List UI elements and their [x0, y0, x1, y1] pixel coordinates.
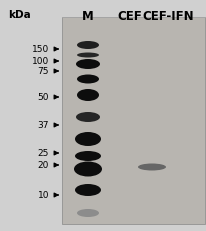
Text: 75: 75 — [37, 67, 49, 76]
Text: 25: 25 — [37, 149, 49, 158]
Ellipse shape — [74, 162, 102, 177]
Ellipse shape — [77, 75, 98, 84]
Text: 37: 37 — [37, 121, 49, 130]
Ellipse shape — [75, 184, 101, 196]
Ellipse shape — [77, 42, 98, 50]
Ellipse shape — [77, 90, 98, 102]
Text: 20: 20 — [37, 161, 49, 170]
Ellipse shape — [76, 112, 99, 122]
Text: 10: 10 — [37, 191, 49, 200]
Ellipse shape — [76, 60, 99, 70]
Text: 100: 100 — [32, 57, 49, 66]
Text: 50: 50 — [37, 93, 49, 102]
Ellipse shape — [75, 132, 101, 146]
Text: M: M — [82, 10, 94, 23]
Bar — [62, 18, 204, 224]
Ellipse shape — [137, 164, 165, 171]
Text: CEF: CEF — [117, 10, 142, 23]
Text: 150: 150 — [32, 45, 49, 54]
Text: kDa: kDa — [8, 10, 31, 20]
Text: CEF-IFN: CEF-IFN — [142, 10, 193, 23]
Ellipse shape — [77, 53, 98, 58]
Ellipse shape — [75, 151, 101, 161]
Ellipse shape — [77, 209, 98, 217]
